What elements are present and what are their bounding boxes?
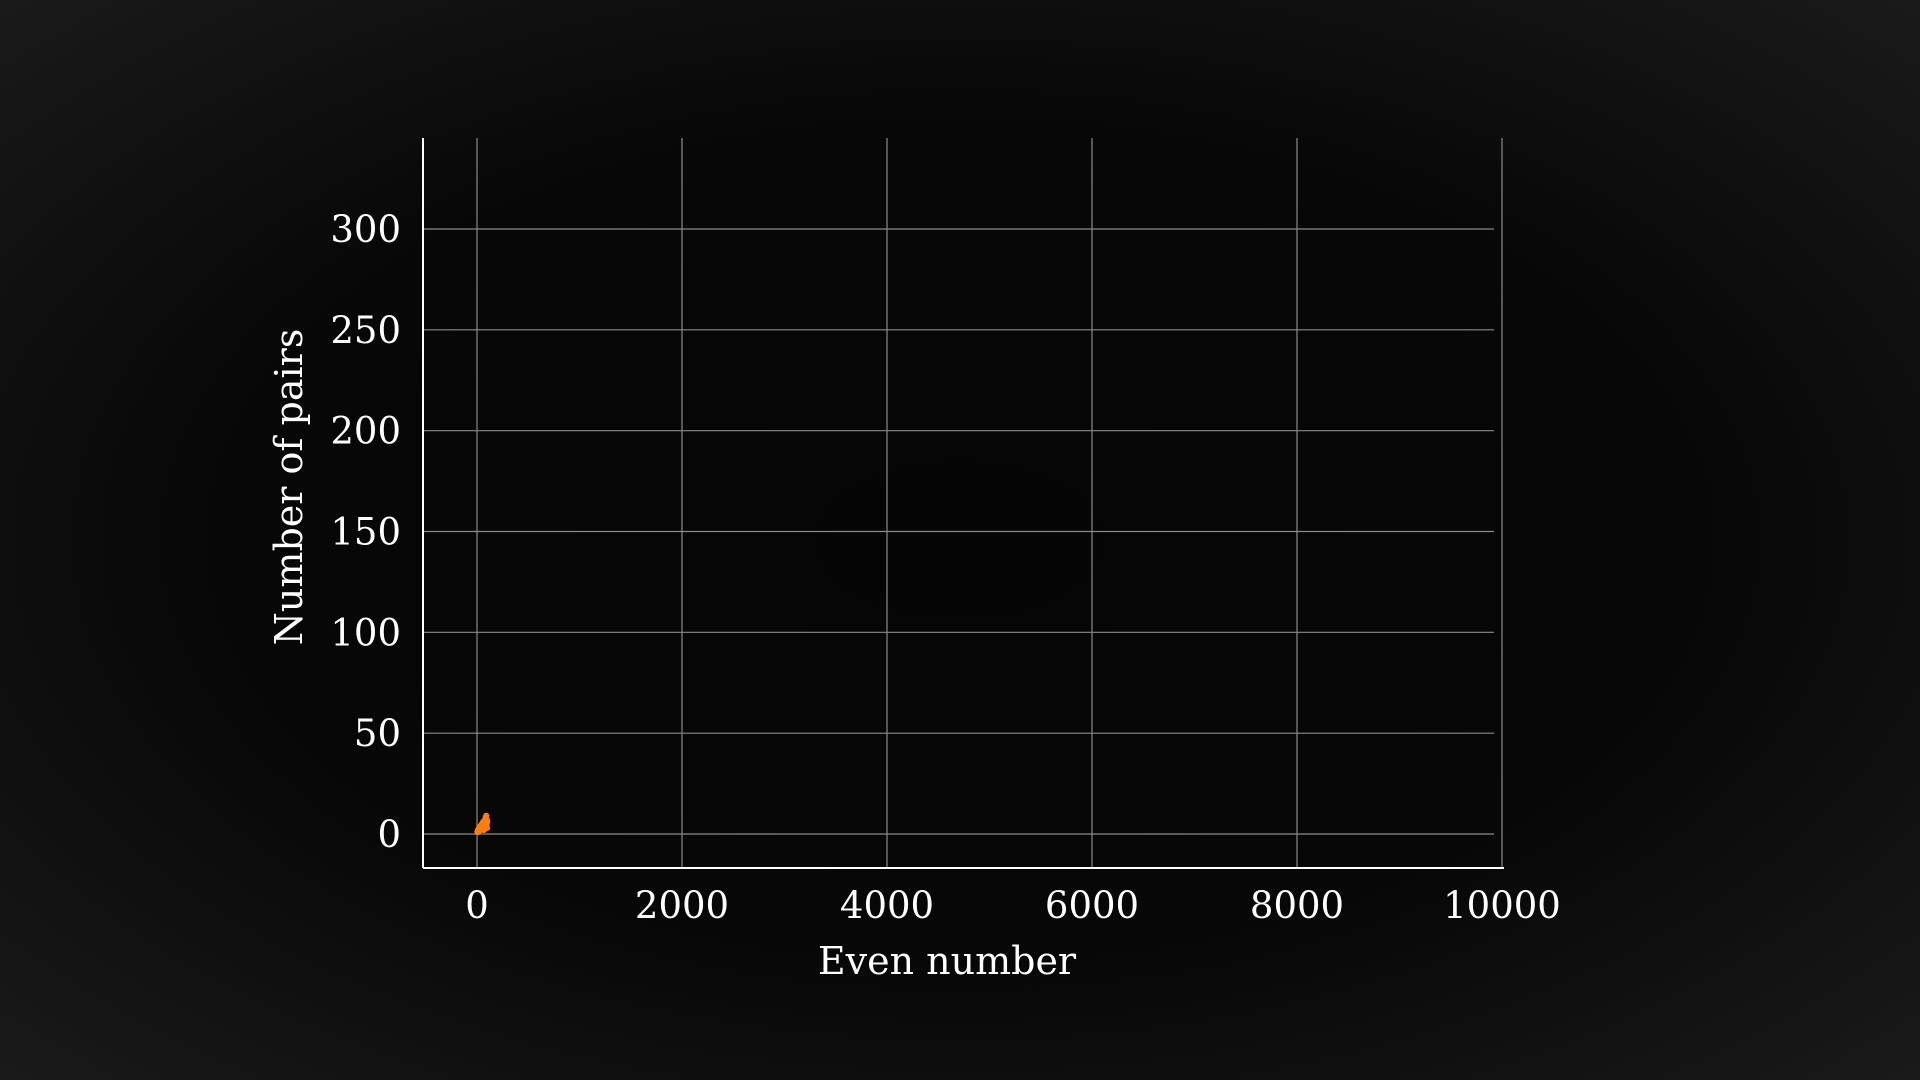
y-tick-label-6: 300 [330,208,401,251]
y-tick-label-2: 100 [330,611,401,654]
y-tick-label-4: 200 [330,410,401,453]
data-point [483,824,491,832]
y-tick-label-5: 250 [330,309,401,352]
x-tick-label-5: 10000 [1443,884,1561,927]
y-tick-label-0: 0 [377,813,401,856]
x-tick-label-0: 0 [465,884,489,927]
y-axis-title: Number of pairs [267,329,311,646]
x-axis-title: Even number [818,939,1077,983]
tick-labels: 0 2000 4000 6000 8000 10000 0 50 100 150 200 250 300 [330,208,1560,927]
x-tick-label-1: 2000 [635,884,729,927]
data-points [474,812,491,836]
x-tick-label-3: 6000 [1045,884,1139,927]
x-tick-label-2: 4000 [840,884,934,927]
grid-layer [423,138,1503,868]
y-tick-label-1: 50 [354,712,401,755]
y-tick-label-3: 150 [330,511,401,554]
axes [422,138,1504,869]
data-point [484,818,491,826]
x-tick-label-4: 8000 [1250,884,1344,927]
